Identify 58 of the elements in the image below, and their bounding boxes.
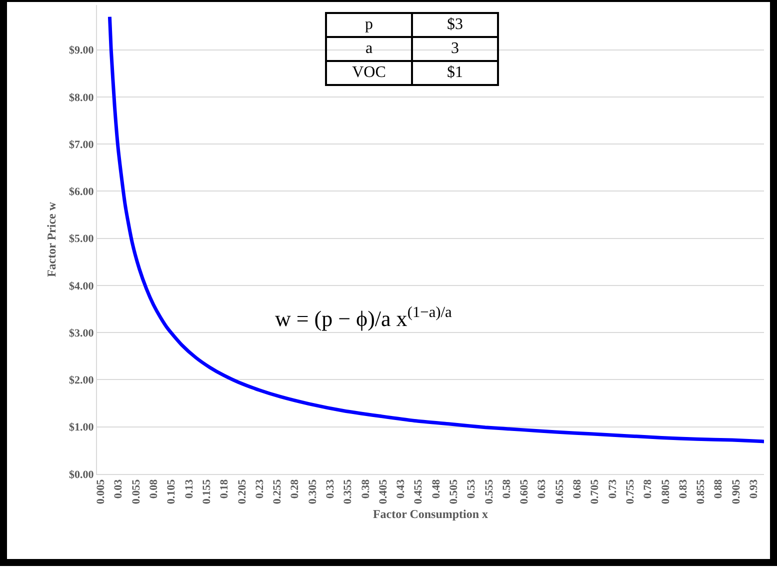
x-axis-title: Factor Consumption x bbox=[372, 507, 488, 522]
line-series bbox=[108, 15, 764, 444]
y-tick-label: $5.00 bbox=[69, 233, 94, 246]
x-tick-label: 0.28 bbox=[289, 478, 302, 499]
x-tick-label: 0.88 bbox=[712, 478, 725, 499]
x-tick-label: 0.18 bbox=[218, 478, 231, 499]
x-tick-label: 0.63 bbox=[536, 478, 548, 499]
x-tick-label: 0.905 bbox=[730, 478, 742, 504]
y-tick-label: $3.00 bbox=[69, 327, 94, 340]
y-axis-title: Factor Price w bbox=[44, 202, 58, 278]
annotation: a bbox=[326, 37, 412, 61]
x-tick-label: 0.83 bbox=[677, 478, 690, 499]
x-tick-label: 0.055 bbox=[130, 478, 142, 504]
y-tick-label: $9.00 bbox=[69, 44, 94, 57]
x-tick-label: 0.78 bbox=[642, 478, 654, 499]
x-tick-label: 0.08 bbox=[148, 478, 160, 499]
y-tick-label: $6.00 bbox=[69, 186, 94, 198]
annotation: p bbox=[326, 13, 412, 37]
y-tick-label: $2.00 bbox=[69, 374, 94, 387]
y-tick-label: $0.00 bbox=[69, 468, 94, 481]
x-tick-label: 0.455 bbox=[412, 478, 425, 504]
x-tick-label: 0.33 bbox=[324, 478, 336, 499]
x-tick-label: 0.93 bbox=[748, 478, 760, 499]
y-tick-label: $1.00 bbox=[69, 422, 94, 434]
x-tick-label: 0.305 bbox=[306, 478, 319, 504]
x-tick-label: 0.38 bbox=[360, 478, 372, 499]
x-tick-label: 0.255 bbox=[272, 478, 284, 504]
x-tick-label: 0.105 bbox=[166, 478, 178, 504]
annotation: $1 bbox=[412, 61, 498, 85]
x-tick-label: 0.855 bbox=[695, 478, 708, 504]
x-tick-label: 0.655 bbox=[554, 478, 566, 504]
x-tick-label: 0.58 bbox=[500, 478, 513, 499]
x-tick-label: 0.48 bbox=[430, 478, 442, 499]
annotation: $3 bbox=[412, 13, 498, 37]
x-tick-label: 0.68 bbox=[572, 478, 584, 499]
y-tick-label: $7.00 bbox=[69, 138, 94, 151]
x-tick-label: 0.505 bbox=[448, 478, 460, 504]
x-tick-label: 0.705 bbox=[589, 478, 602, 504]
x-tick-label: 0.23 bbox=[254, 478, 266, 499]
x-tick-label: 0.73 bbox=[606, 478, 619, 499]
x-tick-label: 0.43 bbox=[395, 478, 408, 499]
x-tick-label: 0.005 bbox=[95, 478, 108, 504]
y-tick-label: $4.00 bbox=[69, 280, 94, 292]
x-tick-label: 0.03 bbox=[112, 478, 125, 499]
x-tick-label: 0.555 bbox=[483, 478, 496, 504]
x-tick-label: 0.155 bbox=[200, 478, 213, 504]
y-tick-label: $8.00 bbox=[69, 92, 94, 104]
annotation: w = (p − ϕ)/a x$^{(1−a)/a}$ bbox=[275, 304, 452, 332]
x-tick-label: 0.805 bbox=[660, 478, 672, 504]
x-tick-label: 0.605 bbox=[518, 478, 531, 504]
x-tick-label: 0.53 bbox=[466, 478, 478, 499]
x-tick-label: 0.13 bbox=[183, 478, 196, 499]
x-tick-label: 0.405 bbox=[377, 478, 390, 504]
annotation: 3 bbox=[412, 37, 498, 61]
x-tick-label: 0.205 bbox=[236, 478, 248, 504]
x-tick-label: 0.755 bbox=[624, 478, 636, 504]
x-tick-label: 0.355 bbox=[342, 478, 354, 504]
annotation: VOC bbox=[326, 61, 412, 85]
